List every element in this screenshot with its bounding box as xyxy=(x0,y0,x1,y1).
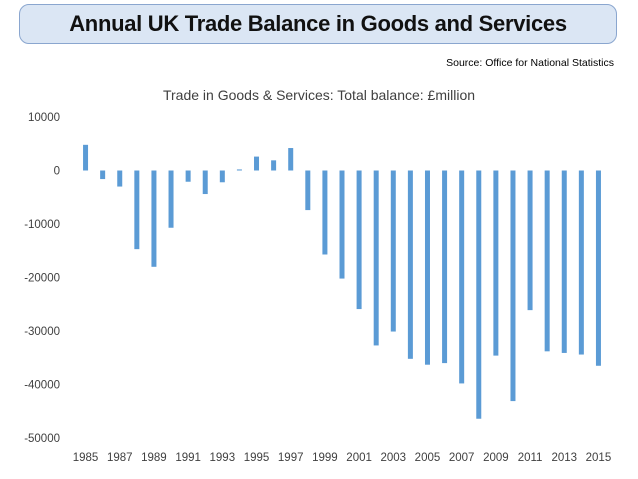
y-tick-label: -50000 xyxy=(24,433,60,445)
bar-2015 xyxy=(595,170,601,366)
x-tick-label: 2013 xyxy=(551,452,577,464)
bar-2012 xyxy=(544,170,550,352)
bar-1998 xyxy=(305,170,311,211)
bar-2002 xyxy=(373,170,379,346)
bar-1994 xyxy=(236,169,242,171)
page-title: Annual UK Trade Balance in Goods and Ser… xyxy=(69,11,567,36)
bar-1986 xyxy=(100,170,106,180)
y-tick-label: -40000 xyxy=(24,380,60,392)
bar-1990 xyxy=(168,170,174,228)
x-tick-label: 1999 xyxy=(312,452,338,464)
title-banner: Annual UK Trade Balance in Goods and Ser… xyxy=(19,4,617,44)
bar-2005 xyxy=(424,170,430,365)
y-tick-label: 0 xyxy=(54,166,60,178)
bar-2008 xyxy=(476,170,482,419)
y-tick-label: -10000 xyxy=(24,219,60,231)
x-tick-label: 1989 xyxy=(141,452,167,464)
x-tick-label: 1991 xyxy=(175,452,201,464)
bar-2009 xyxy=(493,170,499,356)
bar-1989 xyxy=(151,170,157,267)
x-tick-label: 1995 xyxy=(244,452,270,464)
x-tick-label: 2007 xyxy=(449,452,475,464)
bar-2003 xyxy=(390,170,396,332)
bar-2004 xyxy=(407,170,413,359)
bar-1995 xyxy=(254,156,260,171)
bar-1992 xyxy=(202,170,208,195)
y-tick-label: -30000 xyxy=(24,326,60,338)
x-tick-label: 2011 xyxy=(518,452,543,464)
bar-2010 xyxy=(510,170,516,402)
bar-2000 xyxy=(339,170,345,279)
bar-1997 xyxy=(288,148,294,171)
bar-2007 xyxy=(459,170,465,384)
bar-1991 xyxy=(185,170,191,182)
x-tick-label: 2003 xyxy=(380,452,406,464)
source-note: Source: Office for National Statistics xyxy=(446,57,614,69)
x-tick-label: 2009 xyxy=(483,452,509,464)
y-tick-label: 10000 xyxy=(28,112,60,124)
bar-1985 xyxy=(83,144,89,171)
bar-1996 xyxy=(271,160,277,171)
bar-2013 xyxy=(561,170,567,353)
x-tick-label: 2001 xyxy=(346,452,372,464)
y-tick-label: -20000 xyxy=(24,273,60,285)
x-tick-label: 1987 xyxy=(107,452,133,464)
x-tick-label: 2005 xyxy=(415,452,441,464)
chart-title: Trade in Goods & Services: Total balance… xyxy=(162,87,476,103)
bar-2001 xyxy=(356,170,362,310)
x-tick-label: 1997 xyxy=(278,452,304,464)
bar-1993 xyxy=(219,170,225,183)
bar-2011 xyxy=(527,170,533,311)
bar-2014 xyxy=(578,170,584,355)
bar-1988 xyxy=(134,170,140,250)
bar-1999 xyxy=(322,170,328,255)
x-tick-label: 1993 xyxy=(210,452,236,464)
x-tick-label: 2015 xyxy=(586,452,612,464)
bar-2006 xyxy=(442,170,448,364)
x-tick-label: 1985 xyxy=(73,452,99,464)
bar-1987 xyxy=(117,170,123,187)
